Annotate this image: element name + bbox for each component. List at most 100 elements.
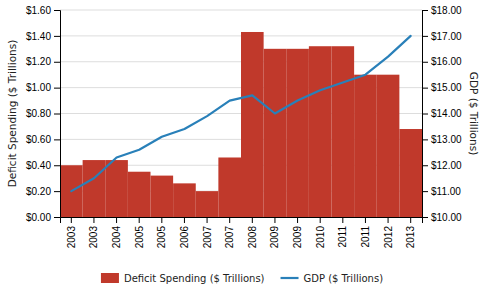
bar [241,32,264,217]
tick: $0.80 [26,108,60,119]
tick-label: $15.00 [431,82,462,93]
tick-mark [54,10,60,11]
tick: $0.20 [26,186,60,197]
tick-mark [184,217,185,223]
tick-label: 2003 [66,226,77,249]
tick: $1.60 [26,5,60,16]
tick: $14.00 [422,108,462,119]
axis-title: Deficit Spending ($ Trillions) [6,40,18,188]
tick: $13.00 [422,134,462,145]
tick-mark [54,88,60,89]
tick-label: $16.00 [431,56,462,67]
tick: $11.00 [422,186,461,197]
tick-label: 2003 [88,226,99,249]
tick-label: $1.20 [26,56,51,67]
tick-label: $10.00 [431,212,462,223]
grid [60,10,422,217]
tick-label: 2007 [224,226,235,249]
tick-mark [422,191,428,192]
tick: 2004 [111,217,122,248]
bar [377,75,400,217]
tick-mark [422,114,428,115]
tick: 2010 [315,217,326,248]
axis-line [61,218,423,224]
marks [60,32,422,217]
tick-mark [54,139,60,140]
bar [196,191,219,217]
tick-mark [54,165,60,166]
tick-mark [161,217,162,223]
tick-mark [342,217,343,223]
legend: Deficit Spending ($ Trillions) GDP ($ Tri… [101,273,383,284]
bar-series [60,32,422,217]
bar [151,176,174,217]
tick-label: $0.40 [26,160,51,171]
tick: $18.00 [422,5,462,16]
tick-label: 2011 [360,226,371,248]
tick-label: 2007 [202,226,213,249]
tick-label: 2013 [405,226,416,249]
tick: 2006 [179,217,190,248]
tick-label: 2012 [383,226,394,249]
legend-swatch [101,273,119,283]
axis-title: GDP ($ Trillions) [468,72,480,156]
tick-mark [252,217,253,223]
tick: $17.00 [422,31,462,42]
legend-label: GDP ($ Trillions) [304,273,384,284]
tick-mark [54,217,60,218]
tick: $0.60 [26,134,60,145]
bar [286,49,309,217]
tick-label: $13.00 [431,134,462,145]
tick-mark [388,217,389,223]
axis-line [423,11,429,218]
bar [332,46,355,217]
tick-mark [297,217,298,223]
legend-label: Deficit Spending ($ Trillions) [124,273,265,284]
tick-mark [320,217,321,223]
tick-label: $18.00 [431,5,462,16]
bar [264,49,287,217]
tick-label: 2008 [247,226,258,249]
tick-label: $17.00 [431,31,462,42]
tick: 2007 [224,217,235,248]
tick-label: 2005 [134,226,145,249]
tick-label: 2010 [315,226,326,249]
bar [173,183,196,217]
tick: $15.00 [422,82,462,93]
tick: 2009 [269,217,280,248]
chart: $0.00$0.20$0.40$0.60$0.80$1.00$1.20$1.40… [0,0,484,289]
tick-mark [274,217,275,223]
tick-mark [422,88,428,89]
bar [105,160,128,217]
tick: 2005 [156,217,167,248]
bar [399,129,422,217]
axis-line [54,11,61,218]
tick-mark [54,62,60,63]
tick: 2003 [66,217,77,248]
tick-mark [54,36,60,37]
tick: 2003 [88,217,99,248]
tick-mark [422,139,428,140]
legend-item: GDP ($ Trillions) [281,273,384,284]
tick: $0.40 [26,160,60,171]
tick-label: $0.20 [26,186,51,197]
grid-line [60,10,422,11]
line [71,36,410,191]
tick-label: 2006 [179,226,190,249]
tick-mark [229,217,230,223]
tick-mark [116,217,117,223]
tick-mark [422,36,428,37]
tick-mark [422,62,428,63]
tick: 2008 [247,217,258,248]
tick-label: 2009 [292,226,303,249]
tick-mark [139,217,140,223]
tick-label: 2009 [269,226,280,249]
tick: $10.00 [422,212,462,223]
x-axis: 2003 2003 2004 2005 2005 2006 2007 2007 2008 2009… [61,217,423,248]
tick-label: $1.40 [26,31,51,42]
tick-label: 2011 [337,226,348,248]
tick-label: $14.00 [431,108,462,119]
tick-label: $0.80 [26,108,51,119]
tick: $16.00 [422,56,462,67]
tick-label: 2004 [111,226,122,249]
